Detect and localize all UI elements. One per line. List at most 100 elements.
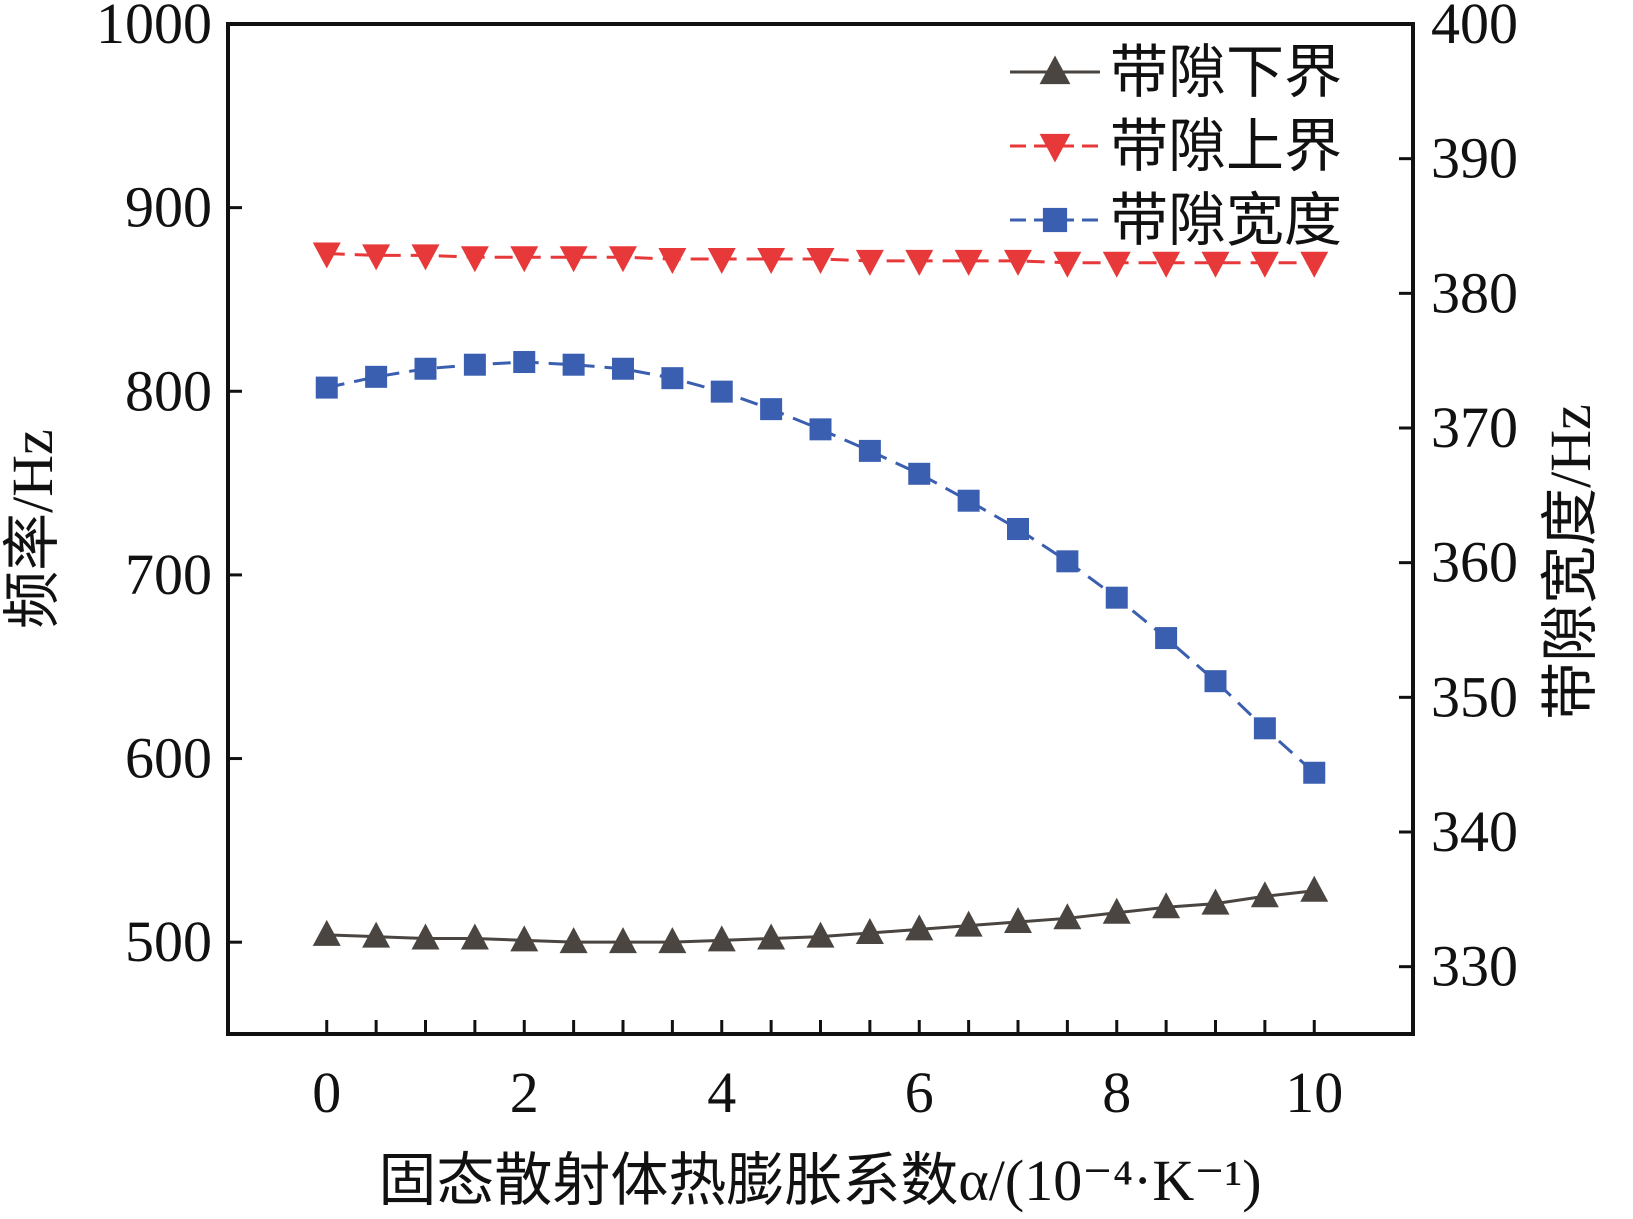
data-point (1250, 881, 1279, 908)
data-point (806, 248, 835, 275)
legend-label: 带隙上界 (1110, 114, 1342, 179)
x-tick-label: 6 (905, 1060, 934, 1125)
data-point (414, 357, 437, 380)
data-point (661, 367, 684, 390)
data-point (510, 925, 539, 952)
data-point (760, 398, 783, 421)
series-3 (315, 351, 1326, 784)
y-axis-title-right: 带隙宽度/Hz (1538, 404, 1603, 720)
data-point (312, 919, 341, 946)
legend-item: 带隙上界 (1010, 114, 1342, 179)
x-tick-label: 2 (510, 1060, 539, 1125)
series-1 (312, 875, 1329, 954)
data-point (411, 244, 440, 271)
legend-item: 带隙下界 (1010, 40, 1342, 105)
data-point (510, 246, 539, 273)
data-point (1201, 251, 1230, 278)
y-tick-label-left: 800 (125, 358, 212, 423)
y-tick-label-left: 1000 (96, 0, 212, 56)
data-point (460, 923, 489, 950)
data-point (855, 249, 884, 276)
x-tick-label: 4 (707, 1060, 736, 1125)
y-axis-title-left: 频率/Hz (0, 429, 65, 629)
data-point (710, 380, 733, 403)
legend-marker (1039, 133, 1071, 163)
data-point (1004, 249, 1032, 276)
data-point (954, 910, 983, 937)
y-tick-label-left: 700 (125, 542, 212, 607)
x-axis-title: 固态散射体热膨胀系数α/(10⁻⁴·K⁻¹) (378, 1148, 1261, 1213)
data-point (513, 351, 536, 374)
data-point (1053, 903, 1082, 930)
x-tick-label: 10 (1285, 1060, 1343, 1125)
data-point (1201, 888, 1230, 915)
series-layer (312, 242, 1329, 954)
data-point (1053, 251, 1082, 278)
data-point (411, 923, 440, 950)
data-point (365, 365, 388, 388)
y-tick-label-right: 400 (1431, 0, 1518, 56)
data-point (1152, 892, 1181, 919)
data-point (1007, 518, 1029, 540)
data-point (905, 249, 934, 276)
data-point (908, 462, 931, 485)
y-tick-label-right: 350 (1431, 664, 1518, 729)
x-tick-label: 8 (1102, 1060, 1131, 1125)
y-tick-label-right: 340 (1431, 799, 1518, 864)
legend-marker (1042, 207, 1068, 233)
data-point (1303, 761, 1326, 784)
data-point (1056, 550, 1079, 573)
y-tick-label-left: 600 (125, 726, 212, 791)
data-point (1253, 717, 1276, 740)
data-point (1105, 586, 1128, 609)
data-point (463, 353, 486, 376)
data-point (612, 357, 634, 380)
data-point (757, 923, 786, 950)
legend-label: 带隙宽度 (1110, 188, 1342, 253)
data-point (460, 246, 489, 273)
y-tick-label-right: 380 (1431, 260, 1518, 325)
data-point (1300, 875, 1329, 902)
y-tick-label-right: 370 (1431, 395, 1518, 460)
data-point (957, 489, 980, 512)
data-point (559, 927, 588, 954)
x-tick-label: 0 (312, 1060, 341, 1125)
data-point (362, 244, 391, 271)
data-point (658, 927, 687, 954)
data-point (1102, 897, 1131, 924)
data-point (1152, 251, 1181, 278)
data-point (1300, 251, 1329, 278)
data-point (707, 925, 736, 952)
y-tick-label-right: 330 (1431, 934, 1518, 999)
data-point (1204, 670, 1227, 693)
data-point (954, 249, 983, 276)
y-tick-label-left: 900 (125, 175, 212, 240)
y-tick-label-left: 500 (125, 909, 212, 974)
data-point (1250, 251, 1279, 278)
y-tick-label-right: 390 (1431, 126, 1518, 191)
y-tick-label-right: 360 (1431, 530, 1518, 595)
data-point (707, 248, 736, 275)
data-point (562, 353, 585, 376)
data-point (806, 921, 835, 948)
data-point (1155, 627, 1178, 650)
data-point (362, 921, 391, 948)
data-point (855, 918, 884, 944)
data-point (609, 927, 637, 954)
data-point (1102, 251, 1131, 278)
data-point (315, 376, 338, 399)
data-point (757, 248, 786, 275)
data-point (658, 248, 687, 275)
data-point (858, 439, 881, 462)
ticks-layer: 0 2 4 6 8 10 500 600 700 800 900 1000 330 340 350 360 37… (96, 0, 1518, 1125)
data-point (809, 418, 832, 441)
data-point (905, 914, 934, 941)
data-point (312, 242, 341, 269)
data-point (609, 246, 637, 273)
legend-label: 带隙下界 (1110, 40, 1342, 105)
data-point (559, 246, 588, 273)
legend-marker (1039, 55, 1071, 85)
